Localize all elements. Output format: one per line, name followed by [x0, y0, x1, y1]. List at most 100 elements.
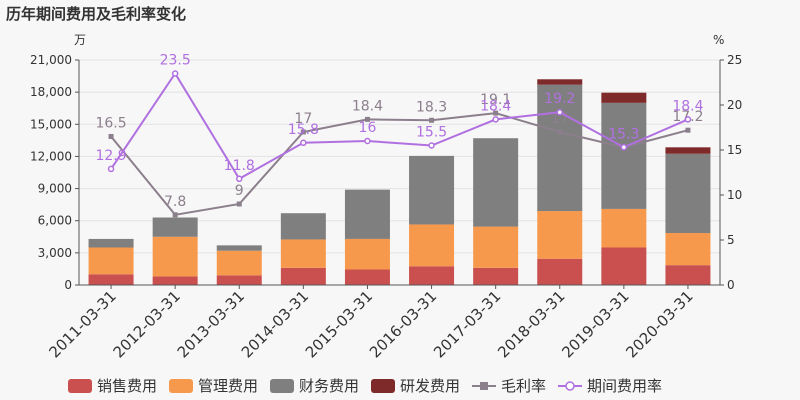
data-label: 9: [235, 183, 244, 199]
data-label: 18.3: [416, 99, 447, 115]
legend-label: 管理费用: [198, 377, 258, 395]
line-point-marker: [429, 117, 435, 123]
left-tick-label: 9,000: [38, 182, 72, 196]
data-label: 15.5: [416, 125, 447, 141]
bar-segment: [537, 258, 583, 285]
line-series-path: [110, 112, 689, 216]
x-tick-label: 2020-03-31: [622, 287, 696, 361]
bar-segment: [601, 102, 647, 209]
axes: [75, 59, 724, 289]
right-tick-label: 15: [727, 143, 742, 157]
legend-swatch: [169, 379, 193, 393]
bar-segment: [344, 238, 390, 270]
x-tick-label: 2015-03-31: [302, 287, 376, 361]
bars: [88, 79, 711, 285]
bar-segment: [88, 274, 134, 285]
bar-segment: [473, 226, 519, 268]
data-label: 23.5: [160, 53, 191, 69]
data-label: 17: [294, 111, 312, 127]
line-point-marker: [236, 175, 243, 183]
line-point-marker: [172, 212, 178, 218]
line-point-marker: [492, 116, 499, 123]
data-label: 11.8: [224, 158, 255, 174]
chart-title: 历年期间费用及毛利率变化: [6, 5, 186, 23]
bar-segment: [473, 138, 519, 227]
line-point-marker: [236, 201, 242, 207]
right-tick-label: 20: [727, 98, 742, 112]
bar-segment: [152, 276, 198, 285]
bar-segment: [537, 79, 583, 85]
line-point-marker: [556, 108, 563, 116]
data-label: 15.3: [608, 126, 639, 142]
left-tick-label: 6,000: [38, 214, 72, 228]
bar-segment: [601, 208, 647, 248]
line-point-marker: [171, 70, 179, 77]
bar-segment: [280, 213, 326, 240]
bar-segment: [409, 155, 455, 225]
line-point-marker: [364, 137, 371, 145]
line-point-marker: [684, 116, 692, 123]
line-point-marker: [557, 129, 563, 135]
line-point-marker: [620, 144, 628, 151]
legend-label: 毛利率: [501, 377, 546, 395]
bar-segment: [537, 211, 583, 259]
line-point-marker: [300, 129, 306, 135]
data-label: 18.4: [672, 98, 703, 114]
x-tick-label: 2014-03-31: [238, 287, 312, 361]
left-tick-label: 3,000: [38, 246, 72, 260]
left-axis-unit: 万: [74, 33, 86, 47]
line-point-marker: [300, 139, 307, 147]
line-point-marker: [108, 134, 114, 139]
left-tick-label: 15,000: [30, 117, 72, 131]
bar-segment: [152, 236, 198, 277]
bar-segment: [665, 153, 711, 234]
data-label: 16: [359, 120, 377, 136]
x-tick-label: 2013-03-31: [174, 287, 248, 361]
legend-swatch: [270, 379, 294, 393]
legend-label: 研发费用: [400, 377, 460, 395]
left-tick-label: 0: [64, 278, 72, 292]
data-label: 19.1: [480, 92, 511, 108]
line-point-marker: [493, 110, 499, 116]
legend-label: 销售费用: [97, 377, 157, 395]
data-label: 15.8: [288, 122, 319, 138]
data-label: 12.9: [95, 148, 126, 164]
bar-segment: [665, 265, 711, 285]
left-tick-label: 12,000: [30, 149, 72, 163]
legend-swatch: [68, 379, 92, 393]
right-tick-label: 0: [727, 278, 735, 292]
line-series-path: [110, 71, 689, 181]
data-label: 18.4: [352, 98, 383, 114]
bar-segment: [409, 224, 455, 267]
bar-segment: [280, 267, 326, 285]
line-series: 16.57.891718.418.319.11715.317.212.923.5…: [95, 53, 704, 218]
legend-label: 财务费用: [299, 377, 359, 395]
bar-segment: [216, 250, 262, 276]
right-tick-label: 25: [727, 53, 742, 67]
legend-marker: [480, 382, 488, 390]
x-tick-label: 2018-03-31: [494, 287, 568, 361]
line-point-marker: [364, 116, 370, 122]
bar-segment: [409, 266, 455, 285]
legend-label: 期间费用率: [587, 377, 662, 395]
data-label: 18.4: [480, 98, 511, 114]
data-label: 19.2: [544, 91, 575, 107]
x-tick-label: 2011-03-31: [45, 287, 119, 361]
legend-swatch: [371, 379, 395, 393]
left-tick-label: 18,000: [30, 85, 72, 99]
bar-segment: [216, 245, 262, 251]
right-axis-unit: %: [713, 33, 724, 47]
x-tick-label: 2012-03-31: [110, 287, 184, 361]
bar-segment: [344, 189, 390, 239]
x-tick-label: 2019-03-31: [558, 287, 632, 361]
x-tick-label: 2017-03-31: [430, 287, 504, 361]
line-point-marker: [428, 142, 435, 149]
data-label: 16.5: [95, 116, 126, 132]
right-tick-label: 10: [727, 188, 742, 202]
bar-segment: [216, 275, 262, 285]
legend: 销售费用 管理费用 财务费用 研发费用 毛利率 期间费用率: [68, 377, 662, 395]
bar-segment: [88, 247, 134, 275]
bar-segment: [88, 238, 134, 248]
bar-segment: [280, 239, 326, 268]
